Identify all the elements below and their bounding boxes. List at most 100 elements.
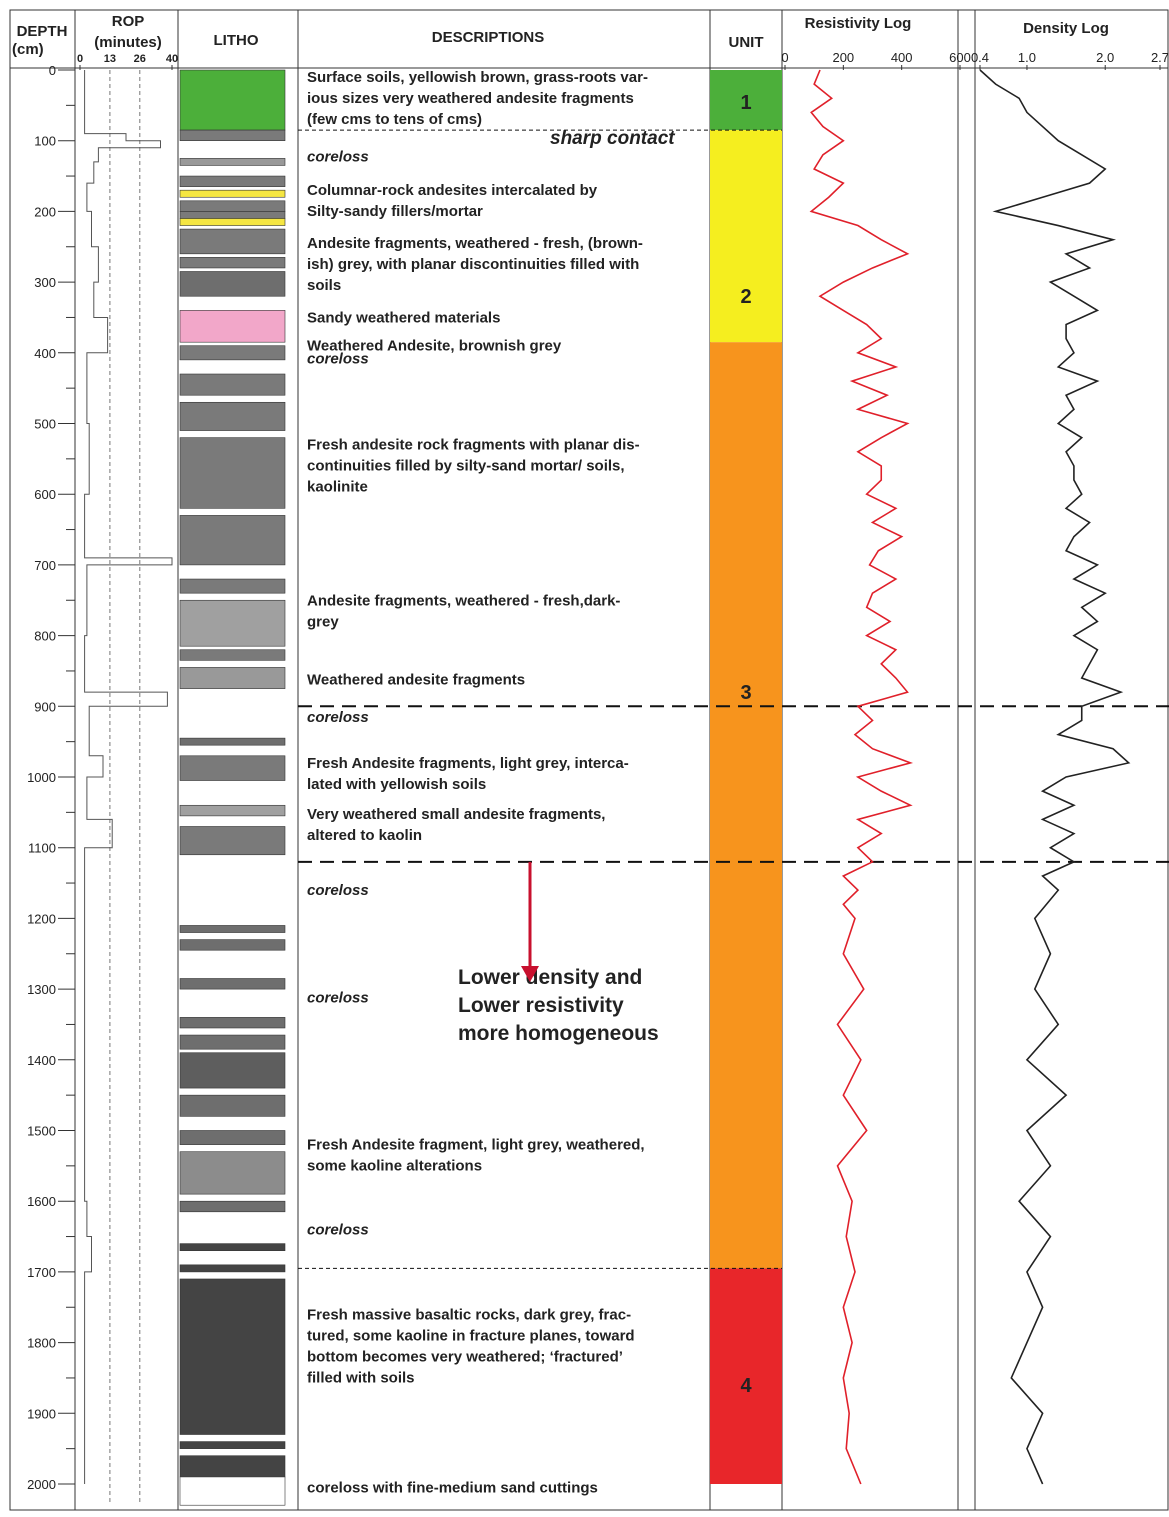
litho-layer [180,1442,285,1449]
header: Density Log [1023,20,1109,37]
annotation: more homogeneous [458,1022,659,1045]
description-line: Andesite fragments, weathered - fresh,da… [307,592,620,609]
header: (cm) [12,41,44,58]
description-line: Columnar-rock andesites intercalated by [307,182,598,199]
log-chart: DEPTH (cm) ROP (minutes) LITHO DESCRIPTI… [0,0,1169,1512]
rop-tick-label: 0 [77,53,83,65]
depth-tick-label: 400 [34,346,56,361]
litho-layer [180,978,285,989]
litho-layer [180,211,285,218]
litho-layer [180,515,285,564]
header: LITHO [214,32,259,49]
litho-layer [180,826,285,854]
litho-layer [180,1017,285,1028]
depth-tick-label: 500 [34,417,56,432]
litho-layer [180,738,285,745]
litho-layer [180,579,285,593]
depth-tick-label: 700 [34,558,56,573]
description-line: bottom becomes very weathered; ‘fracture… [307,1348,623,1365]
litho-layer [180,1095,285,1116]
density-tick-label: 1.0 [1018,50,1036,65]
description-line: lated with yellowish soils [307,776,486,793]
litho-layer [180,667,285,688]
description-line: tured, some kaoline in fracture planes, … [307,1327,635,1344]
resistivity-tick-label: 600 [949,50,971,65]
depth-tick-label: 1100 [28,841,56,856]
description-line: altered to kaolin [307,827,422,844]
litho-layer [180,346,285,360]
rop-tick-label: 13 [104,53,116,65]
header: (minutes) [94,34,162,51]
description-line: soils [307,277,341,294]
litho-layer [180,218,285,225]
litho-layer [180,940,285,951]
litho-layer [180,130,285,141]
header: DEPTH [17,23,68,40]
description-line: filled with soils [307,1369,415,1386]
litho-layer [180,1244,285,1251]
depth-tick-label: 1300 [27,982,56,997]
description-line: Fresh massive basaltic rocks, dark grey,… [307,1306,631,1323]
description-line: some kaoline alterations [307,1158,482,1175]
litho-layer [180,650,285,661]
litho-layer [180,1035,285,1049]
depth-tick-label: 1500 [27,1124,56,1139]
description-line: coreloss [307,709,369,726]
unit-block [710,130,782,342]
description-line: Very weathered small andesite fragments, [307,806,605,823]
litho-layer [180,70,285,130]
litho-layer [180,310,285,342]
litho-layer [180,925,285,932]
depth-tick-label: 1800 [27,1336,56,1351]
depth-tick-label: 0 [49,63,56,78]
depth-tick-label: 2000 [27,1477,56,1492]
description-line: Fresh Andesite fragment, light grey, wea… [307,1137,645,1154]
litho-layer [180,600,285,646]
description-line: Andesite fragments, weathered - fresh, (… [307,235,643,252]
litho-layer [180,1265,285,1272]
litho-layer [180,1131,285,1145]
litho-layer [180,1201,285,1212]
litho-layer [180,176,285,187]
description-line: coreloss [307,148,369,165]
density-tick-label: 2.7 [1151,50,1169,65]
litho-layer [180,438,285,509]
description-line: coreloss [307,882,369,899]
resistivity-line [811,70,910,1484]
resistivity-tick-label: 0 [781,50,788,65]
depth-tick-label: 1600 [27,1194,56,1209]
description-line: coreloss with fine-medium sand cuttings [307,1480,598,1497]
annotation: sharp contact [550,128,675,149]
depth-tick-label: 1900 [27,1406,56,1421]
unit-label: 2 [740,286,751,308]
litho-layer [180,1053,285,1088]
litho-layer [180,1477,285,1505]
description-line: Fresh Andesite fragments, light grey, in… [307,755,629,772]
depth-tick-label: 300 [34,275,56,290]
depth-tick-label: 200 [34,204,56,219]
unit-label: 4 [740,1375,752,1397]
depth-tick-label: 1700 [27,1265,56,1280]
description-line: (few cms to tens of cms) [307,111,482,128]
density-line [980,70,1129,1484]
annotation: Lower density and [458,966,642,989]
litho-layer [180,190,285,197]
description-line: grey [307,613,339,630]
description-line: ious sizes very weathered andesite fragm… [307,90,634,107]
page: DEPTH (cm) ROP (minutes) LITHO DESCRIPTI… [0,0,1169,1517]
depth-tick-label: 1400 [27,1053,56,1068]
depth-tick-label: 1000 [27,770,56,785]
litho-layer [180,402,285,430]
litho-layer [180,1456,285,1477]
rop-tick-label: 40 [166,53,178,65]
depth-tick-label: 600 [34,487,56,502]
depth-tick-label: 1200 [27,911,56,926]
description-line: coreloss [307,350,369,367]
description-line: Weathered andesite fragments [307,671,525,688]
header: UNIT [729,34,764,51]
description-line: kaolinite [307,479,368,496]
litho-layer [180,1279,285,1435]
density-tick-label: 0.4 [971,50,989,65]
description-line: ish) grey, with planar discontinuities f… [307,256,639,273]
unit-block [710,342,782,1268]
